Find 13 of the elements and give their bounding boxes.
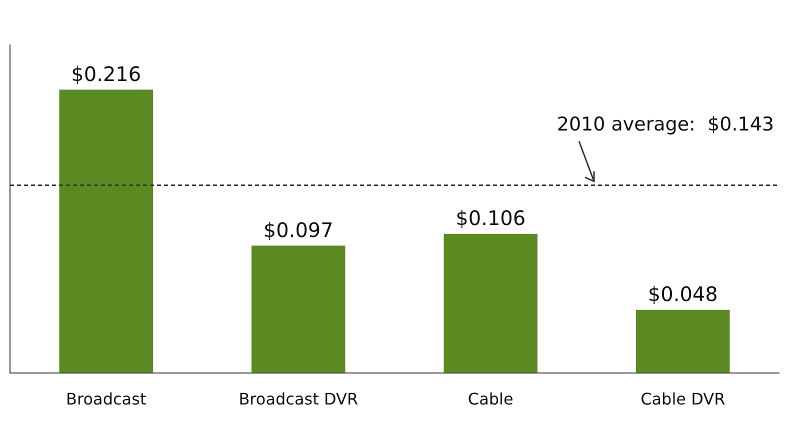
ref-line-label: 2010 average: $0.143 xyxy=(556,114,774,136)
data-label: $0.097 xyxy=(263,218,334,242)
x-tick-label: Cable DVR xyxy=(640,390,726,409)
x-tick-label: Broadcast DVR xyxy=(238,390,358,409)
bar xyxy=(636,310,730,373)
bar xyxy=(444,234,538,373)
data-label: $0.048 xyxy=(648,282,718,306)
data-label: $0.106 xyxy=(456,206,526,230)
bar xyxy=(252,246,346,373)
bar xyxy=(59,90,153,373)
x-tick-label: Broadcast xyxy=(66,390,146,409)
data-label: $0.216 xyxy=(71,62,142,86)
x-tick-label: Cable xyxy=(468,390,514,409)
